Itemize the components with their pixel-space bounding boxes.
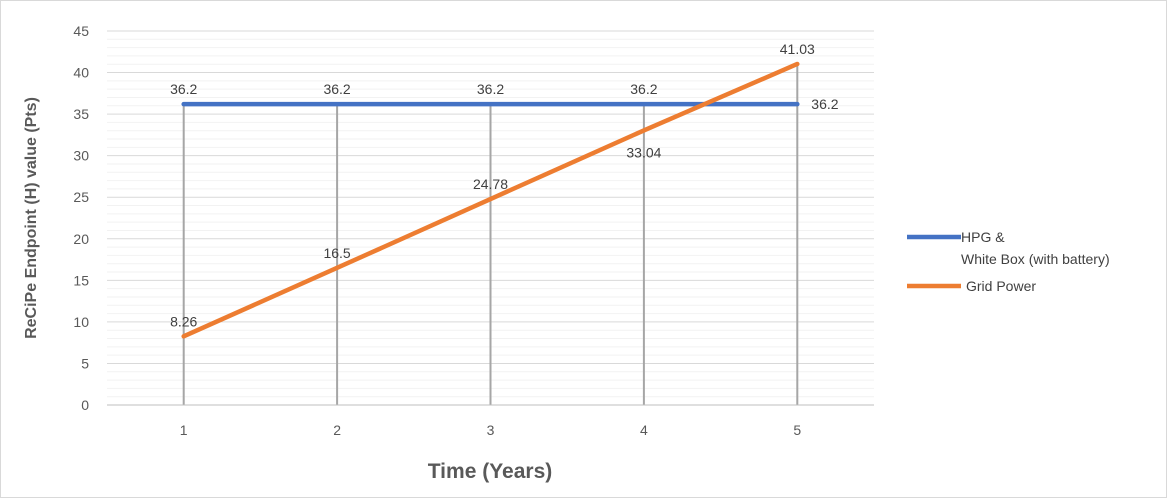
- y-axis-ticks: 0 5 10 15 20 25 30 35 40 45: [73, 23, 89, 413]
- legend-label: HPG &: [961, 229, 1005, 245]
- data-label: 36.2: [811, 96, 838, 112]
- data-label: 36.2: [477, 81, 504, 97]
- data-labels: 36.2 36.2 36.2 36.2 36.2 8.26 16.5 24.78 33.04 41…: [170, 41, 839, 329]
- x-tick-label: 1: [180, 422, 188, 438]
- y-tick-label: 0: [81, 397, 89, 413]
- y-tick-label: 30: [73, 148, 89, 164]
- data-label: 16.5: [323, 245, 350, 261]
- y-tick-label: 45: [73, 23, 89, 39]
- x-tick-label: 3: [487, 422, 495, 438]
- y-tick-label: 25: [73, 189, 89, 205]
- data-label: 33.04: [626, 144, 661, 160]
- legend-label: White Box (with battery): [961, 251, 1110, 267]
- legend: HPG & White Box (with battery) Grid Power: [907, 229, 1110, 294]
- x-tick-label: 4: [640, 422, 648, 438]
- y-tick-label: 35: [73, 106, 89, 122]
- y-axis-title: ReCiPe Endpoint (H) value (Pts): [23, 97, 40, 339]
- x-tick-label: 5: [793, 422, 801, 438]
- y-tick-label: 20: [73, 231, 89, 247]
- y-tick-label: 10: [73, 314, 89, 330]
- y-tick-label: 15: [73, 272, 89, 288]
- series-lines: [181, 61, 800, 339]
- y-tick-label: 5: [81, 355, 89, 371]
- x-axis-ticks: 1 2 3 4 5: [180, 422, 802, 438]
- x-tick-label: 2: [333, 422, 341, 438]
- drop-lines: [182, 63, 799, 405]
- data-label: 36.2: [170, 81, 197, 97]
- y-tick-label: 40: [73, 65, 89, 81]
- legend-label: Grid Power: [966, 278, 1036, 294]
- data-label: 24.78: [473, 176, 508, 192]
- data-label: 36.2: [323, 81, 350, 97]
- data-label: 8.26: [170, 313, 197, 329]
- data-label: 36.2: [630, 81, 657, 97]
- x-axis-title: Time (Years): [428, 460, 553, 483]
- series-line-2: [181, 61, 800, 339]
- data-label: 41.03: [780, 41, 815, 57]
